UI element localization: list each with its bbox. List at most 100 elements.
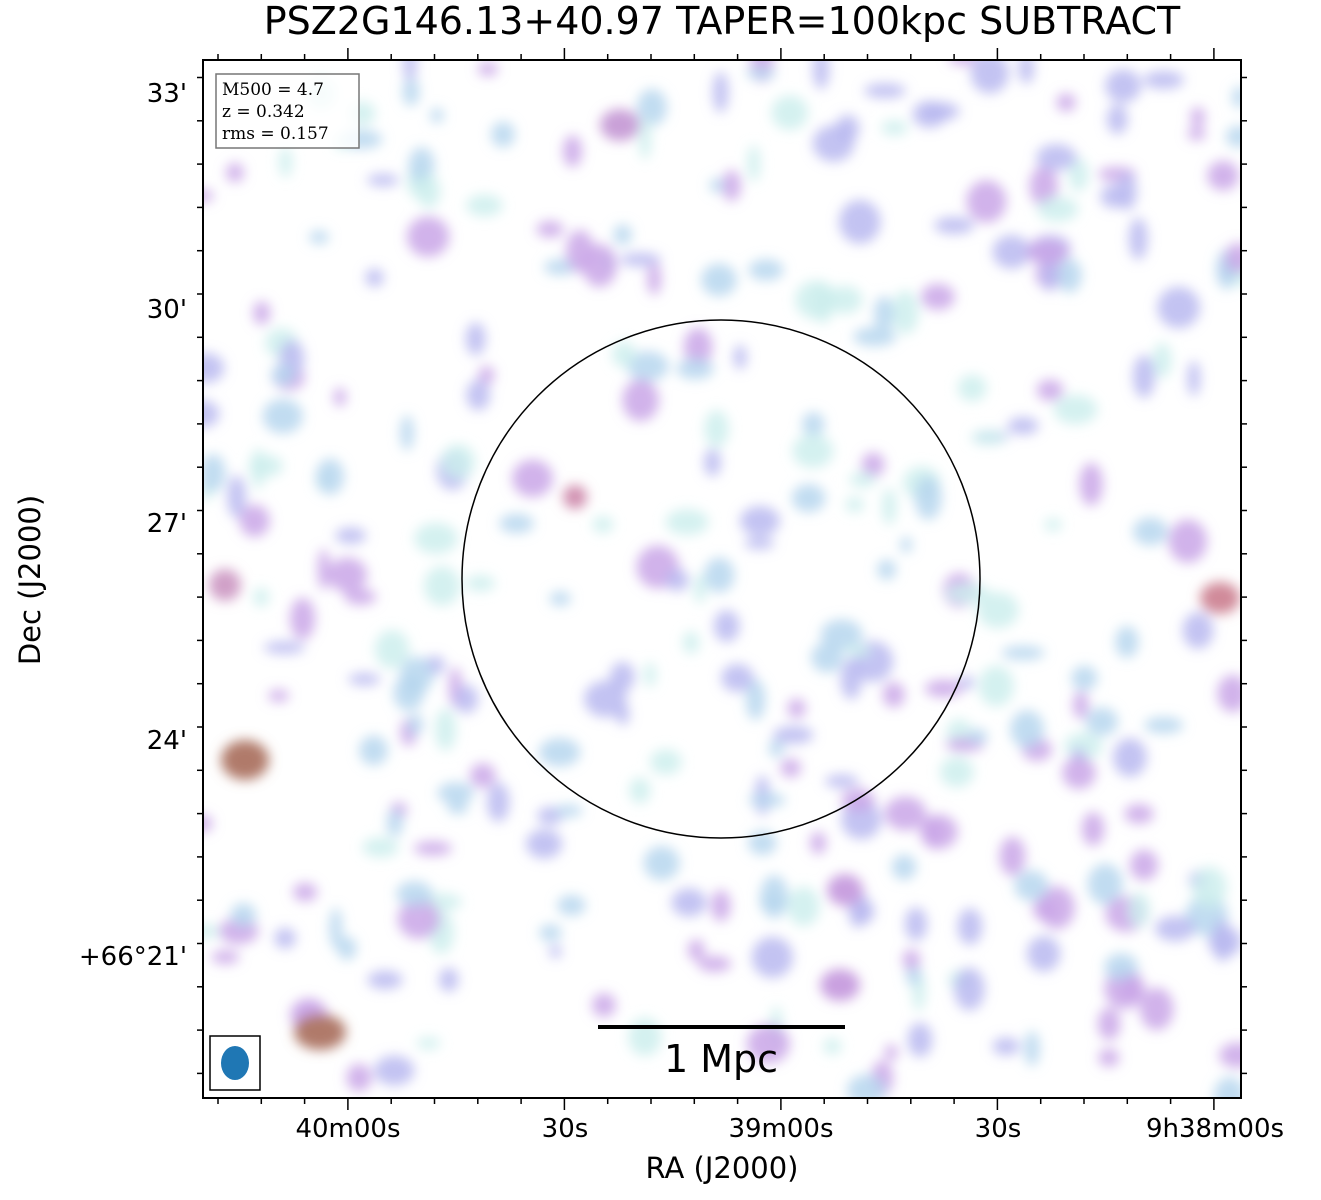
emission — [386, 809, 403, 837]
plot-frame — [202, 59, 1242, 1099]
emission — [1036, 379, 1064, 402]
emission — [922, 102, 960, 121]
emission — [924, 679, 963, 698]
emission — [333, 387, 347, 407]
emission — [845, 644, 872, 658]
emission — [316, 458, 345, 495]
emission — [638, 116, 652, 160]
emission — [745, 679, 766, 721]
emission — [1062, 756, 1096, 790]
emission — [211, 950, 240, 964]
emission — [1018, 60, 1035, 84]
emission — [454, 684, 479, 714]
emission — [1056, 258, 1082, 293]
emission — [812, 125, 855, 162]
emission — [693, 574, 707, 604]
emission — [1168, 519, 1208, 563]
emission — [1139, 987, 1174, 1031]
emission — [337, 936, 357, 961]
emission — [745, 67, 776, 80]
emission — [1190, 106, 1205, 128]
emission — [748, 793, 786, 808]
emission — [478, 365, 495, 385]
emission — [408, 713, 424, 736]
emission — [759, 896, 786, 909]
emission — [813, 281, 834, 324]
emission — [636, 88, 667, 126]
emission — [970, 60, 1009, 94]
emission — [873, 296, 894, 331]
emission — [768, 739, 785, 758]
y-axis-label: Dec (J2000) — [13, 495, 47, 665]
emission — [629, 777, 651, 804]
emission — [1098, 1048, 1120, 1067]
emission — [1053, 394, 1098, 425]
emission — [902, 949, 921, 971]
emission — [1025, 239, 1069, 266]
emission — [744, 537, 775, 550]
emission — [884, 1044, 898, 1061]
emission — [600, 109, 640, 141]
emission — [417, 174, 441, 209]
emission — [682, 631, 700, 654]
emission — [512, 459, 554, 498]
emission — [465, 322, 486, 356]
emission — [780, 758, 801, 778]
emission — [554, 804, 583, 818]
emission — [203, 189, 214, 203]
emission — [549, 591, 571, 606]
emission — [359, 735, 388, 766]
emission — [810, 831, 827, 855]
emission — [801, 412, 825, 437]
emission — [367, 970, 403, 990]
emission — [591, 993, 616, 1018]
emission — [1007, 417, 1039, 435]
emission — [406, 216, 450, 258]
emission — [327, 557, 368, 593]
emission — [271, 363, 295, 387]
emission — [970, 430, 1006, 445]
emission — [563, 485, 587, 509]
emission — [253, 587, 270, 607]
emission — [841, 788, 875, 812]
emission — [721, 663, 754, 692]
emission — [203, 454, 226, 492]
emission — [748, 830, 777, 856]
emission — [1132, 517, 1168, 546]
emission — [203, 814, 213, 833]
emission — [239, 504, 270, 537]
emission — [622, 379, 659, 422]
emission — [1144, 716, 1184, 734]
emission — [424, 566, 460, 606]
emission — [441, 444, 476, 480]
emission — [584, 680, 627, 718]
emission — [344, 588, 377, 605]
emission — [1071, 665, 1098, 691]
emission — [612, 341, 636, 368]
emission — [665, 509, 709, 536]
emission — [403, 60, 417, 82]
emission — [722, 170, 741, 202]
y-tick-label: 33' — [147, 79, 187, 109]
emission — [628, 1017, 662, 1056]
emission — [704, 410, 729, 448]
emission — [619, 252, 661, 267]
info-line: z = 0.342 — [222, 102, 305, 122]
emission — [592, 516, 614, 533]
emission — [884, 796, 927, 831]
y-tick-label: 24' — [147, 726, 187, 756]
emission — [1231, 86, 1241, 109]
emission — [438, 967, 459, 992]
emission — [740, 505, 780, 536]
emission — [230, 903, 257, 928]
emission — [536, 220, 564, 238]
r500-circle — [461, 319, 981, 839]
emission — [1044, 518, 1062, 532]
emission — [582, 243, 617, 288]
emission — [487, 782, 510, 822]
emission — [1036, 144, 1077, 171]
emission — [1124, 804, 1154, 824]
emission — [1056, 93, 1076, 112]
emission — [1079, 462, 1103, 506]
x-tick-label: 9h38m00s — [1146, 1114, 1284, 1144]
